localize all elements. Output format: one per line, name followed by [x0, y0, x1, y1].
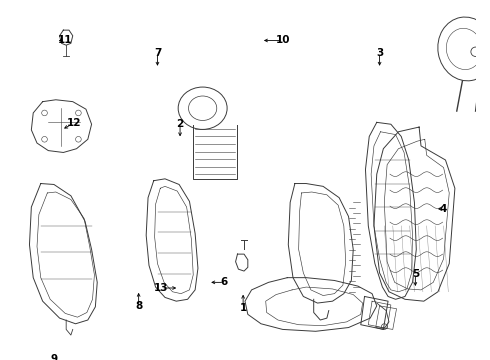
Text: 10: 10: [275, 36, 290, 45]
Text: 8: 8: [135, 301, 142, 311]
Text: 6: 6: [220, 277, 228, 287]
Text: 13: 13: [154, 283, 169, 293]
Text: 12: 12: [67, 118, 81, 128]
Text: 11: 11: [58, 36, 73, 45]
Text: 9: 9: [50, 354, 57, 360]
Text: 5: 5: [412, 269, 419, 279]
Text: 2: 2: [176, 119, 184, 129]
Text: 7: 7: [154, 48, 161, 58]
Text: 1: 1: [240, 303, 247, 313]
Text: 4: 4: [440, 204, 447, 214]
Text: 3: 3: [376, 48, 383, 58]
